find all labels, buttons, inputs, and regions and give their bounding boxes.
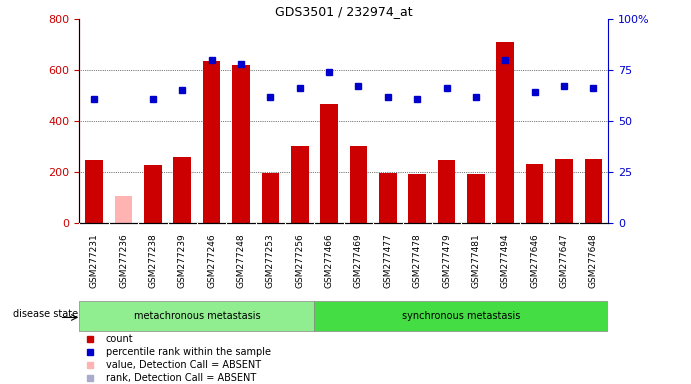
- Bar: [408, 174, 426, 223]
- Bar: [555, 159, 573, 223]
- Text: GSM277246: GSM277246: [207, 234, 216, 288]
- Text: GSM277256: GSM277256: [295, 234, 304, 288]
- Bar: [437, 161, 455, 223]
- Text: metachronous metastasis: metachronous metastasis: [133, 311, 261, 321]
- Text: GSM277239: GSM277239: [178, 234, 187, 288]
- Bar: [379, 173, 397, 223]
- Text: GSM277466: GSM277466: [325, 234, 334, 288]
- Bar: [350, 146, 367, 223]
- Bar: [261, 173, 279, 223]
- Bar: [144, 166, 162, 223]
- Text: count: count: [106, 334, 133, 344]
- Text: GSM277469: GSM277469: [354, 234, 363, 288]
- Text: GSM277481: GSM277481: [471, 234, 480, 288]
- Text: synchronous metastasis: synchronous metastasis: [402, 311, 520, 321]
- Bar: [320, 104, 338, 223]
- Text: GSM277647: GSM277647: [560, 234, 569, 288]
- Text: GSM277236: GSM277236: [119, 234, 128, 288]
- Text: GSM277238: GSM277238: [149, 234, 158, 288]
- Text: value, Detection Call = ABSENT: value, Detection Call = ABSENT: [106, 359, 261, 369]
- Bar: [232, 65, 249, 223]
- Text: GSM277648: GSM277648: [589, 234, 598, 288]
- Text: disease state: disease state: [12, 309, 78, 319]
- Text: GSM277231: GSM277231: [90, 234, 99, 288]
- FancyBboxPatch shape: [79, 301, 314, 331]
- Text: GSM277479: GSM277479: [442, 234, 451, 288]
- Bar: [526, 164, 543, 223]
- Bar: [291, 146, 308, 223]
- Bar: [85, 161, 103, 223]
- Title: GDS3501 / 232974_at: GDS3501 / 232974_at: [275, 5, 413, 18]
- Text: GSM277248: GSM277248: [236, 234, 245, 288]
- Bar: [202, 61, 220, 223]
- Bar: [467, 174, 484, 223]
- Text: GSM277253: GSM277253: [266, 234, 275, 288]
- Bar: [115, 196, 132, 223]
- Bar: [173, 157, 191, 223]
- Text: GSM277478: GSM277478: [413, 234, 422, 288]
- Bar: [496, 42, 514, 223]
- Text: percentile rank within the sample: percentile rank within the sample: [106, 347, 271, 357]
- Text: GSM277494: GSM277494: [501, 234, 510, 288]
- Text: GSM277477: GSM277477: [384, 234, 392, 288]
- FancyBboxPatch shape: [314, 301, 608, 331]
- Text: rank, Detection Call = ABSENT: rank, Detection Call = ABSENT: [106, 372, 256, 382]
- Text: GSM277646: GSM277646: [530, 234, 539, 288]
- Bar: [585, 159, 602, 223]
